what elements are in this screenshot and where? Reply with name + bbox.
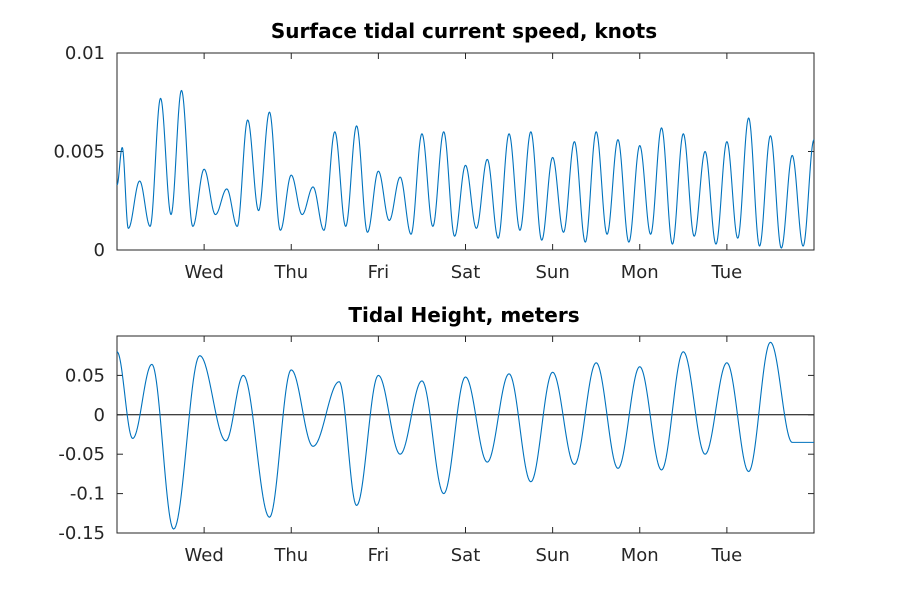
tidal-height-x-tick-label: Sun — [536, 545, 570, 566]
current-speed-y-tick-label: 0.01 — [65, 43, 105, 64]
current-speed-x-tick-label: Mon — [621, 262, 659, 283]
tidal-height-y-tick-label: -0.05 — [58, 444, 105, 465]
current-speed-x-tick-label: Wed — [185, 262, 224, 283]
tidal-height-chart: Tidal Height, meters Wed Thu Fri Sat Sun Mon T… — [58, 303, 815, 566]
tidal-height-x-tick-label: Mon — [621, 545, 659, 566]
tidal-height-x-tick-label: Wed — [185, 545, 224, 566]
current-speed-x-tick-label: Thu — [273, 262, 308, 283]
tidal-height-x-tick-label: Tue — [711, 545, 743, 566]
tidal-height-x-tick-label: Fri — [368, 545, 389, 566]
current-speed-chart: Surface tidal current speed, knots Wed Th… — [53, 19, 815, 283]
tidal-height-x-axis: Wed Thu Fri Sat Sun Mon Tue — [185, 336, 743, 566]
current-speed-x-axis: Wed Thu Fri Sat Sun Mon Tue — [185, 53, 743, 283]
tidal-height-y-tick-label: -0.1 — [70, 484, 105, 505]
current-speed-y-tick-label: 0.005 — [53, 142, 105, 163]
tidal-height-y-axis: -0.15 -0.1 -0.05 0 0.05 — [58, 365, 814, 544]
tidal-height-plot-area — [116, 335, 815, 534]
current-speed-x-tick-label: Sun — [536, 262, 570, 283]
current-speed-x-tick-label: Sat — [451, 262, 481, 283]
current-speed-title: Surface tidal current speed, knots — [271, 19, 657, 43]
current-speed-x-tick-label: Tue — [711, 262, 743, 283]
tidal-height-title: Tidal Height, meters — [348, 303, 579, 327]
tidal-height-y-tick-label: -0.15 — [58, 523, 105, 544]
current-speed-series-line — [116, 89, 815, 249]
tidal-height-y-tick-label: 0.05 — [65, 365, 105, 386]
current-speed-x-tick-label: Fri — [368, 262, 389, 283]
current-speed-y-axis: 0 0.005 0.01 — [53, 43, 814, 261]
tidal-height-series-line — [116, 341, 814, 530]
tidal-height-x-tick-label: Sat — [451, 545, 481, 566]
tidal-height-y-tick-label: 0 — [94, 405, 105, 426]
current-speed-plot-area — [116, 52, 815, 251]
current-speed-y-tick-label: 0 — [94, 240, 105, 261]
tidal-height-x-tick-label: Thu — [273, 545, 308, 566]
